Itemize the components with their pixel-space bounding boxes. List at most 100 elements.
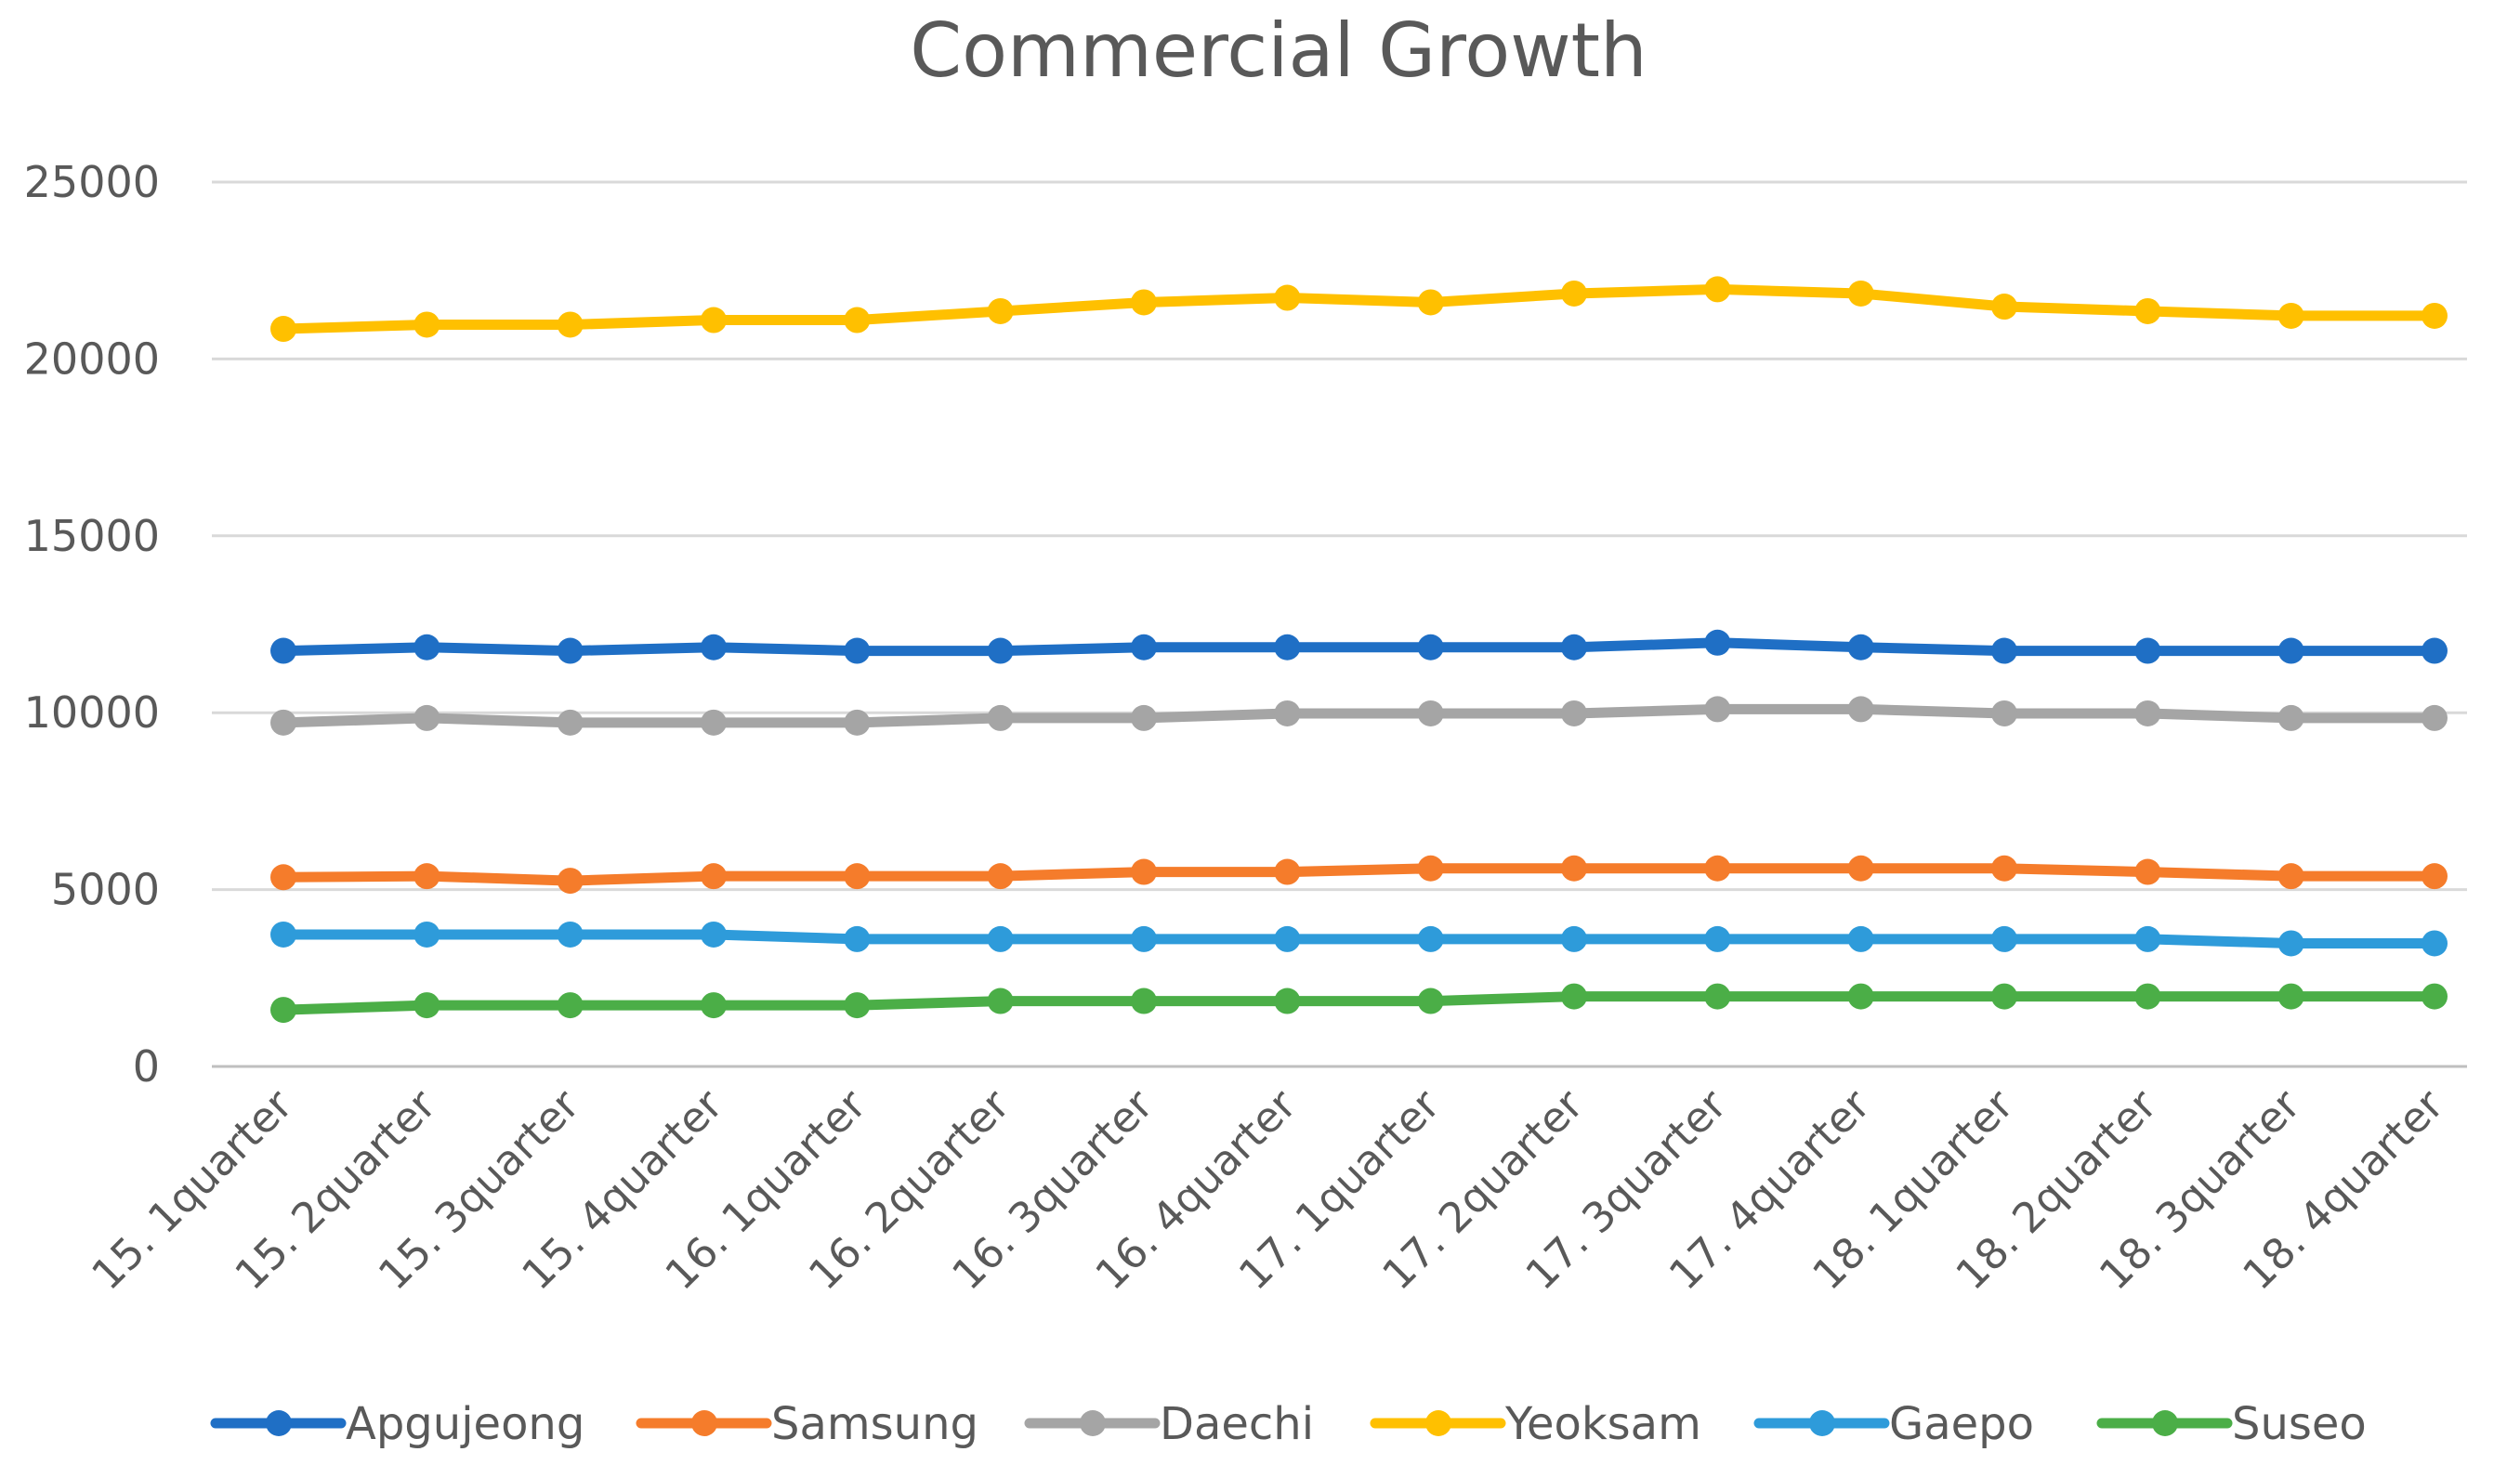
data-point	[2134, 925, 2161, 952]
data-point	[1131, 634, 1157, 661]
data-point	[2422, 983, 2448, 1010]
data-point	[1131, 858, 1157, 885]
data-point	[1274, 858, 1301, 885]
data-point	[701, 709, 727, 736]
data-point	[2277, 930, 2304, 957]
data-point	[1991, 637, 2017, 664]
data-point	[701, 307, 727, 334]
legend-swatch-marker	[1809, 1410, 1835, 1436]
data-point	[270, 997, 296, 1024]
data-point	[1704, 629, 1731, 656]
data-point	[1417, 289, 1444, 316]
data-point	[1131, 925, 1157, 952]
data-point	[1704, 696, 1731, 723]
data-point	[2422, 704, 2448, 731]
data-point	[844, 637, 871, 664]
data-point	[1847, 634, 1874, 661]
data-point	[844, 307, 871, 334]
data-point	[2422, 637, 2448, 664]
data-point	[413, 311, 440, 338]
legend-swatch-marker	[691, 1410, 717, 1436]
data-point	[1561, 925, 1587, 952]
legend-entry-daechi: Daechi	[1024, 1398, 1314, 1450]
series-yeoksam	[270, 276, 2448, 343]
series-line	[278, 929, 2440, 948]
data-point	[557, 921, 584, 948]
legend-entry-suseo: Suseo	[2096, 1398, 2367, 1450]
data-point	[844, 992, 871, 1019]
data-point	[413, 704, 440, 731]
data-point	[270, 864, 296, 891]
y-tick-label: 20000	[24, 334, 160, 384]
data-point	[1274, 988, 1301, 1014]
data-point	[1561, 983, 1587, 1010]
data-point	[2422, 863, 2448, 890]
data-point	[1991, 925, 2017, 952]
data-point	[987, 925, 1014, 952]
series-lines	[270, 276, 2448, 1024]
data-point	[1417, 925, 1444, 952]
series-gaepo	[270, 921, 2448, 957]
data-point	[844, 925, 871, 952]
y-tick-label: 10000	[24, 687, 160, 738]
data-point	[987, 637, 1014, 664]
data-point	[1704, 276, 1731, 303]
data-point	[1847, 855, 1874, 882]
data-point	[987, 297, 1014, 324]
data-point	[1704, 983, 1731, 1010]
data-point	[844, 863, 871, 890]
data-point	[987, 988, 1014, 1014]
data-point	[1991, 294, 2017, 320]
data-point	[1131, 704, 1157, 731]
data-point	[1704, 855, 1731, 882]
data-point	[1417, 634, 1444, 661]
data-point	[2134, 297, 2161, 324]
data-point	[2134, 983, 2161, 1010]
data-point	[1847, 280, 1874, 307]
series-apgujeong	[270, 629, 2448, 664]
data-point	[557, 637, 584, 664]
series-line	[278, 637, 2440, 657]
data-point	[1131, 289, 1157, 316]
legend-label: Samsung	[771, 1398, 978, 1450]
data-point	[1991, 855, 2017, 882]
data-point	[1847, 925, 1874, 952]
data-point	[1991, 700, 2017, 726]
data-point	[1847, 696, 1874, 723]
data-point	[2134, 858, 2161, 885]
legend-label: Apgujeong	[346, 1398, 584, 1450]
legend-label: Daechi	[1160, 1398, 1314, 1450]
data-point	[701, 992, 727, 1019]
data-point	[701, 634, 727, 661]
chart-title: Commercial Growth	[910, 7, 1647, 94]
legend-swatch-marker	[2152, 1410, 2178, 1436]
y-tick-label: 0	[133, 1041, 160, 1092]
legend-label: Gaepo	[1889, 1398, 2034, 1450]
data-point	[1847, 983, 1874, 1010]
series-line	[278, 991, 2440, 1015]
data-point	[557, 868, 584, 895]
data-point	[1704, 925, 1731, 952]
data-point	[2422, 302, 2448, 329]
data-point	[557, 311, 584, 338]
data-point	[270, 316, 296, 343]
series-line	[278, 703, 2440, 728]
series-daechi	[270, 696, 2448, 736]
data-point	[2134, 700, 2161, 726]
data-point	[270, 921, 296, 948]
legend-entry-yeoksam: Yeoksam	[1370, 1398, 1701, 1450]
y-axis-ticks: 0 5000 10000 15000 20000 25000	[24, 157, 160, 1092]
data-point	[413, 992, 440, 1019]
legend-entry-samsung: Samsung	[636, 1398, 978, 1450]
data-point	[1417, 700, 1444, 726]
series-line	[278, 283, 2440, 334]
data-point	[1561, 855, 1587, 882]
y-tick-label: 25000	[24, 157, 160, 207]
data-point	[1274, 925, 1301, 952]
data-point	[987, 704, 1014, 731]
data-point	[2277, 302, 2304, 329]
data-point	[2277, 637, 2304, 664]
